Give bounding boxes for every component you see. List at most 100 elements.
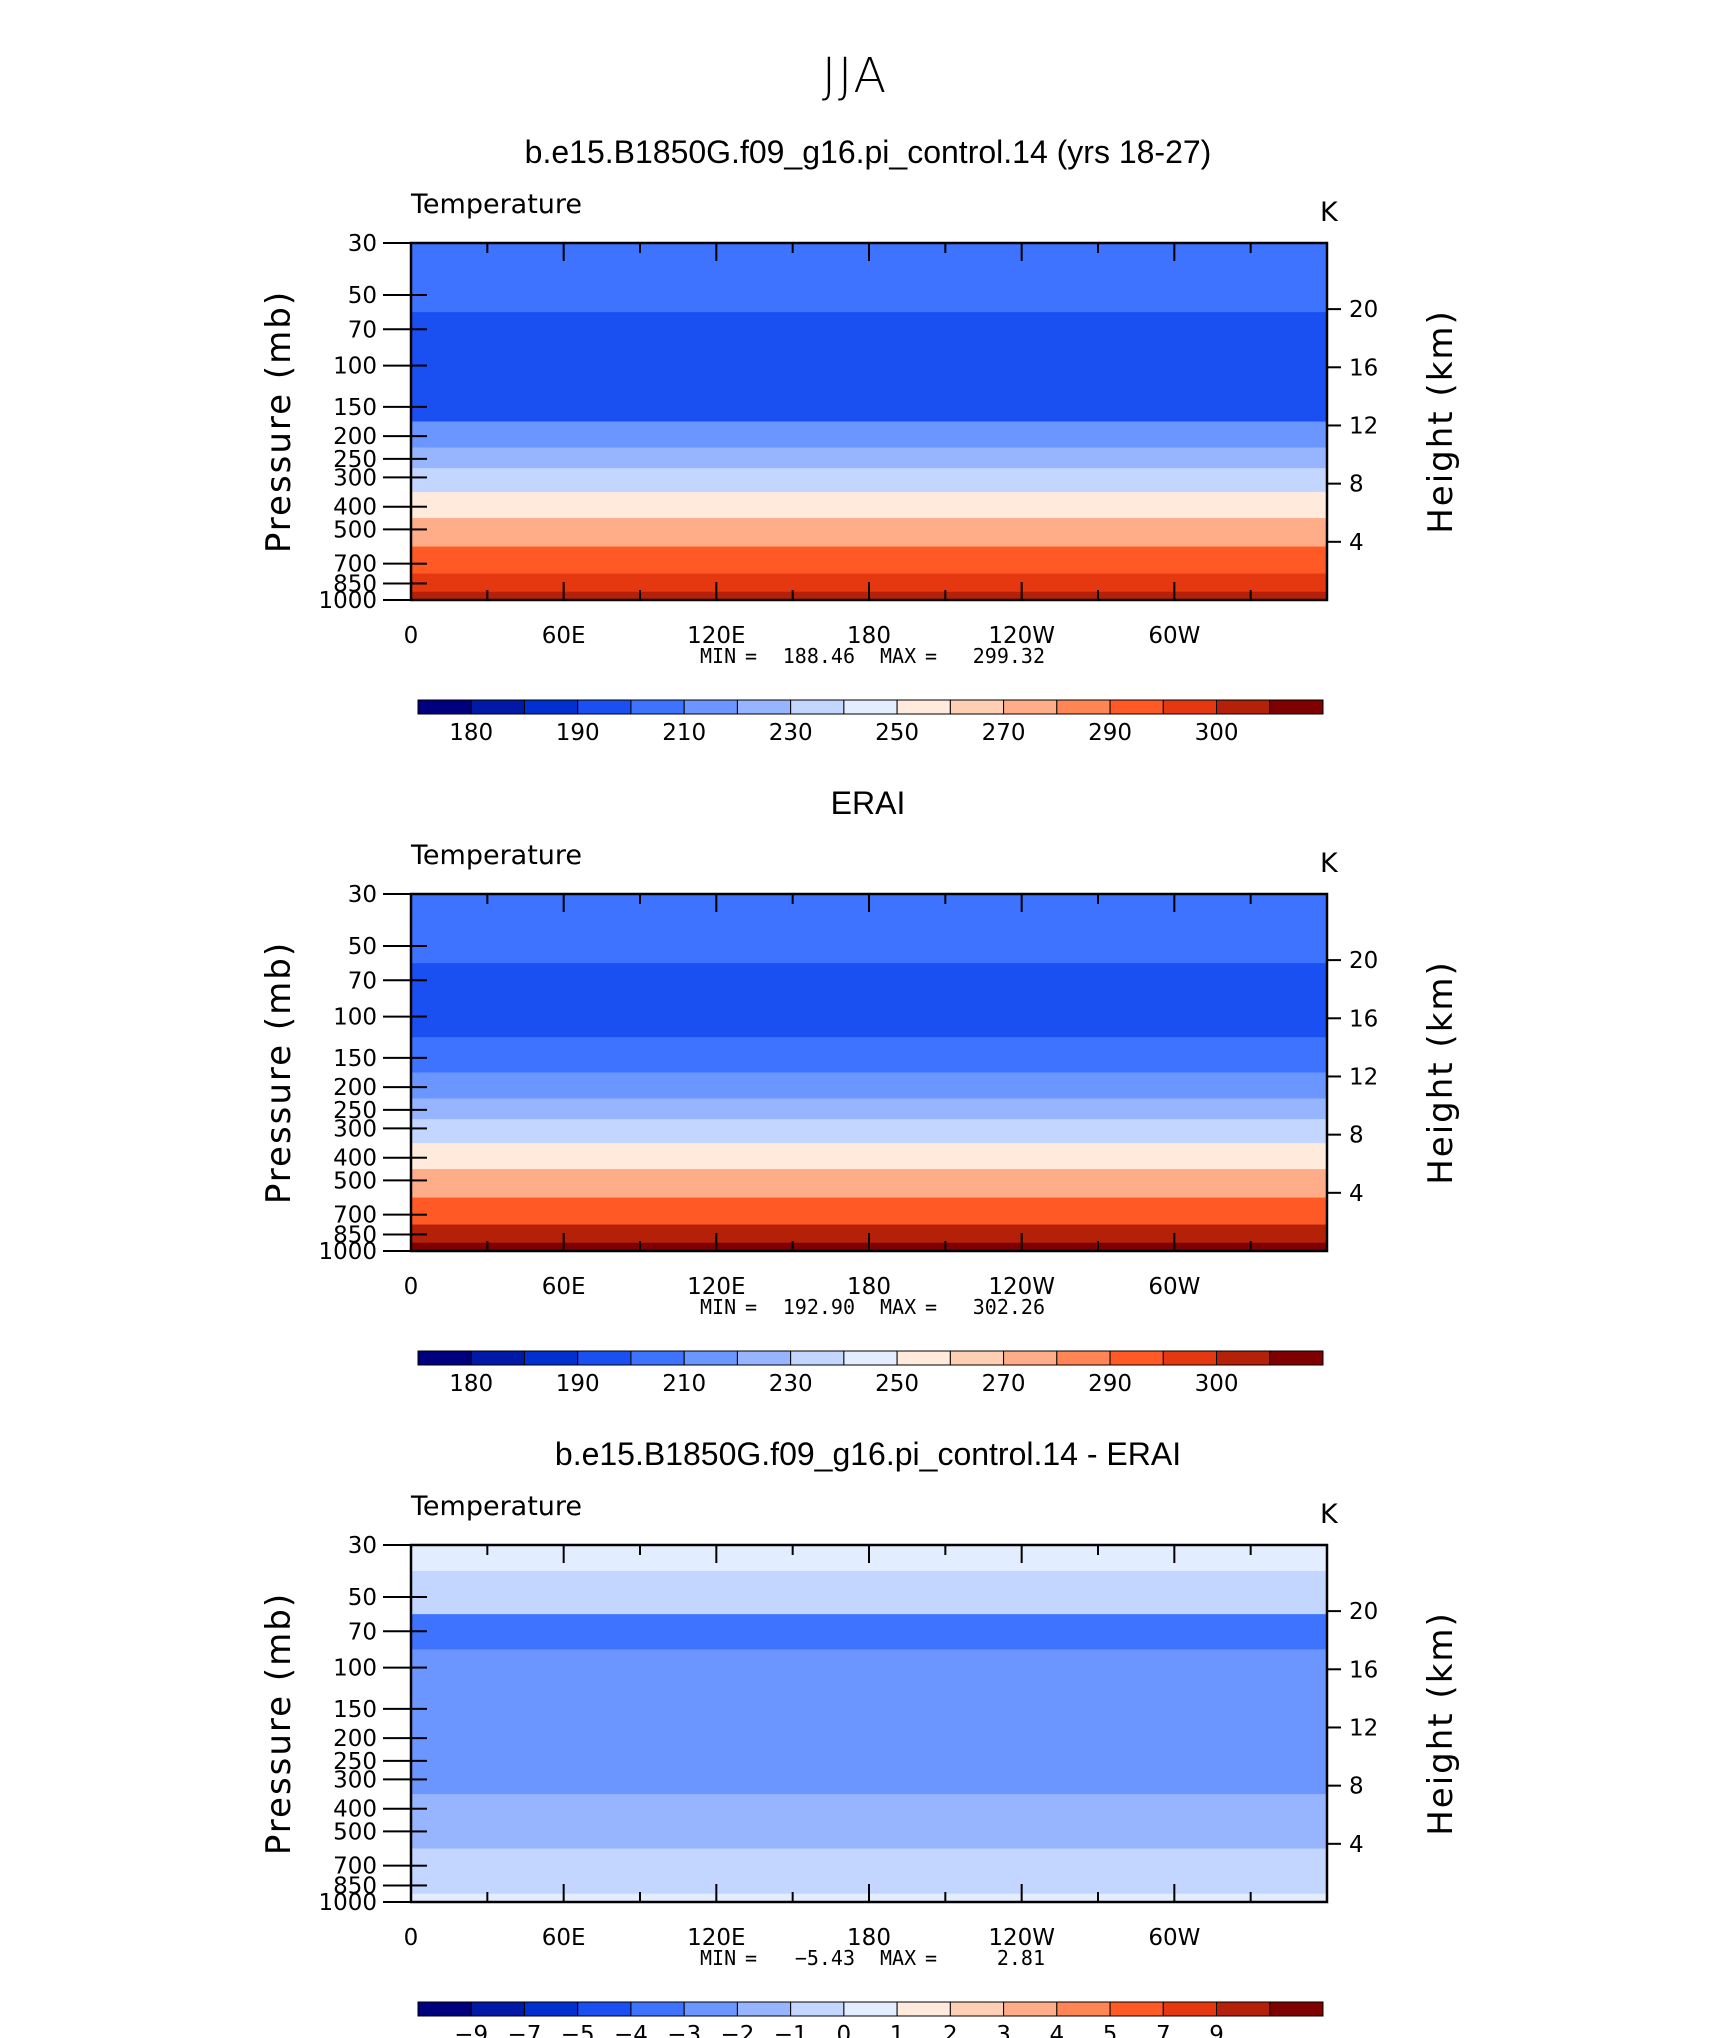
contour-band [411,386,1327,422]
contour-band [411,1119,1327,1144]
height-tick-label: 4 [1349,1181,1364,1207]
colorbar-label: 3 [996,2022,1011,2038]
variable-label: Temperature [410,840,582,871]
contour-band [411,269,1327,313]
max-label: MAX [880,1946,916,1970]
y-tick-label: 250 [333,447,377,473]
colorbar-box [683,699,738,715]
colorbar-box [1003,2001,1058,2017]
height-tick-label: 12 [1349,1064,1378,1090]
contour-band [411,1723,1327,1751]
colorbar-label: 0 [837,2022,852,2038]
colorbar-label: 5 [1103,2022,1118,2038]
y-tick-label: 850 [333,571,377,597]
y-tick-label: 1000 [318,588,377,614]
height-tick-label: 20 [1349,1599,1378,1625]
contour-band [411,1770,1327,1795]
x-tick-label: 180 [847,623,891,649]
colorbar-label: 210 [662,720,706,746]
colorbar-box [470,1350,525,1366]
x-tick-label: 60W [1148,1925,1200,1951]
colorbar-box [523,1350,579,1366]
colorbar-label: 230 [769,720,813,746]
colorbar-label: 270 [982,720,1026,746]
colorbar-box [470,699,525,715]
colorbar-box [577,2001,632,2017]
colorbar-label: 9 [1209,2022,1224,2038]
colorbar-box [1056,2001,1111,2017]
x-tick-label: 0 [404,1274,419,1300]
colorbar-label: 180 [449,720,493,746]
colorbar-box [1162,699,1218,715]
colorbar-label: 190 [556,720,600,746]
y-tick-label: 50 [348,283,377,309]
colorbar-label: 290 [1088,1371,1132,1397]
colorbar-label: 190 [556,1371,600,1397]
panel-3: b.e15.B1850G.f09_g16.pi_control.14 - ERA… [259,1436,1461,2038]
y-axis-label: Pressure (mb) [259,1592,299,1855]
y-tick-label: 300 [333,465,377,491]
height-tick-label: 16 [1349,1006,1378,1032]
x-tick-label: 60W [1148,623,1200,649]
colorbar-box [1056,1350,1111,1366]
colorbar-label: 300 [1195,720,1239,746]
x-tick-label: 0 [404,623,419,649]
min-value: 188.46 [783,644,855,668]
y-tick-label: 70 [348,1619,377,1645]
colorbar-box [683,1350,738,1366]
colorbar-box [736,1350,792,1366]
contour-band [411,492,1327,519]
colorbar-label: −5 [561,2022,595,2038]
colorbar-label: 250 [875,720,919,746]
min-equals: = [745,644,757,668]
max-value: 299.32 [973,644,1045,668]
x-tick-label: 120E [687,1925,745,1951]
colorbar-box [630,1350,685,1366]
height-tick-label: 8 [1349,1123,1364,1149]
y-tick-label: 500 [333,1819,377,1845]
colorbar-box [843,2001,898,2017]
contour-band [411,312,1327,348]
contour-band [411,1037,1327,1073]
y-tick-label: 300 [333,1767,377,1793]
y-tick-label: 200 [333,1075,377,1101]
colorbar-label: −4 [614,2022,648,2038]
contour-band [411,1197,1327,1226]
contour-band [411,1571,1327,1615]
contour-band [411,963,1327,999]
y-tick-label: 100 [333,1005,377,1031]
x-tick-label: 120E [687,623,745,649]
contour-band [411,1169,1327,1199]
y-tick-label: 150 [333,395,377,421]
colorbar-box [630,2001,685,2017]
panel-title: b.e15.B1850G.f09_g16.pi_control.14 (yrs … [525,134,1212,170]
y-tick-label: 30 [348,231,377,257]
max-equals: = [925,1946,937,1970]
y-tick-label: 300 [333,1116,377,1142]
colorbar-box [630,699,685,715]
min-equals: = [745,1946,757,1970]
colorbar-label: −9 [454,2022,488,2038]
colorbar-box [1109,2001,1164,2017]
colorbar-box [417,699,472,715]
colorbar-box [1216,1350,1271,1366]
y-tick-label: 70 [348,317,377,343]
panel-1: b.e15.B1850G.f09_g16.pi_control.14 (yrs … [259,134,1461,746]
colorbar-box [790,699,845,715]
colorbar-box [896,2001,951,2017]
y-tick-label: 400 [333,1146,377,1172]
colorbar-label: 300 [1195,1371,1239,1397]
colorbar-box [1003,699,1058,715]
y-axis-label-right: Height (km) [1421,960,1461,1185]
y-tick-label: 500 [333,517,377,543]
colorbar-box [1109,699,1164,715]
min-value: 192.90 [783,1295,855,1319]
colorbar-box [790,1350,845,1366]
height-tick-label: 8 [1349,1774,1364,1800]
colorbar-box [417,1350,472,1366]
contour-band [411,1649,1327,1689]
colorbar-label: 7 [1156,2022,1171,2038]
y-tick-label: 30 [348,1533,377,1559]
y-tick-label: 850 [333,1873,377,1899]
units-label: K [1320,197,1339,228]
